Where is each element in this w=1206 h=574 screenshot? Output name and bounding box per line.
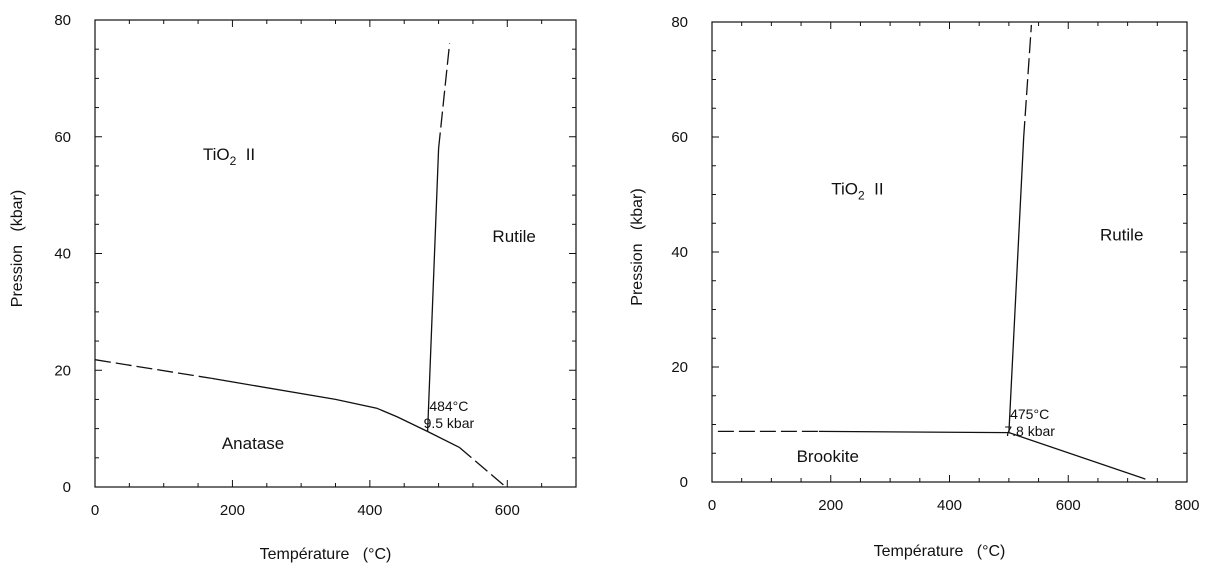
y-tick-label: 80 — [671, 14, 688, 31]
phase-boundary-dashed — [437, 43, 451, 149]
phase-boundary-solid — [1008, 431, 1146, 480]
triple-point-temperature: 484°C — [429, 398, 468, 414]
y-tick-label: 40 — [54, 246, 71, 263]
phase-boundary-solid — [427, 430, 460, 448]
y-tick-label: 0 — [63, 479, 71, 496]
x-tick-label: 400 — [357, 502, 382, 519]
y-axis-title: Pression (kbar) — [9, 190, 26, 307]
chart-brookite-rutile: 0 200 400 600 800 0 20 40 60 80 Température (°C) Pr… — [629, 14, 1200, 560]
y-tick-label: 0 — [680, 474, 688, 491]
phase-boundary-solid — [818, 430, 1009, 434]
x-tick-label: 600 — [495, 502, 520, 519]
x-tick-label: 600 — [1056, 497, 1081, 514]
region-label: TiO2 II — [831, 180, 883, 203]
triple-point-temperature: 475°C — [1010, 406, 1049, 422]
chart-anatase-rutile: 0 200 400 600 0 20 40 60 80 Température (°C) Press… — [9, 12, 577, 563]
phase-boundary-solid — [211, 377, 428, 433]
triple-point-pressure: 7.8 kbar — [1004, 423, 1055, 439]
phase-boundary-dashed — [1023, 24, 1033, 138]
x-axis-title: Température (°C) — [874, 543, 1006, 560]
plot-frame — [711, 21, 1188, 483]
plot-frame — [94, 19, 577, 488]
region-label: Brookite — [797, 447, 859, 466]
triple-point-pressure: 9.5 kbar — [424, 415, 475, 431]
x-tick-label: 0 — [708, 497, 716, 514]
phase-boundary-dashed — [458, 446, 507, 488]
phase-boundary-solid — [426, 148, 440, 432]
region-label: TiO2 II — [203, 145, 255, 168]
y-tick-label: 40 — [671, 244, 688, 261]
phase-boundary-dashed — [94, 359, 212, 380]
y-tick-label: 80 — [54, 12, 71, 29]
x-tick-label: 400 — [937, 497, 962, 514]
y-tick-label: 20 — [54, 362, 71, 379]
x-tick-label: 0 — [91, 502, 99, 519]
region-label: Rutile — [1100, 226, 1143, 245]
x-tick-label: 800 — [1174, 497, 1199, 514]
x-tick-label: 200 — [818, 497, 843, 514]
y-tick-label: 60 — [54, 129, 71, 146]
y-axis-title: Pression (kbar) — [629, 188, 646, 305]
phase-boundary-solid — [1008, 136, 1025, 433]
region-label: Anatase — [222, 434, 284, 453]
x-axis-title: Température (°C) — [260, 546, 392, 563]
y-tick-label: 60 — [671, 129, 688, 146]
x-tick-label: 200 — [220, 502, 245, 519]
region-label: Rutile — [492, 227, 535, 246]
y-tick-label: 20 — [671, 359, 688, 376]
